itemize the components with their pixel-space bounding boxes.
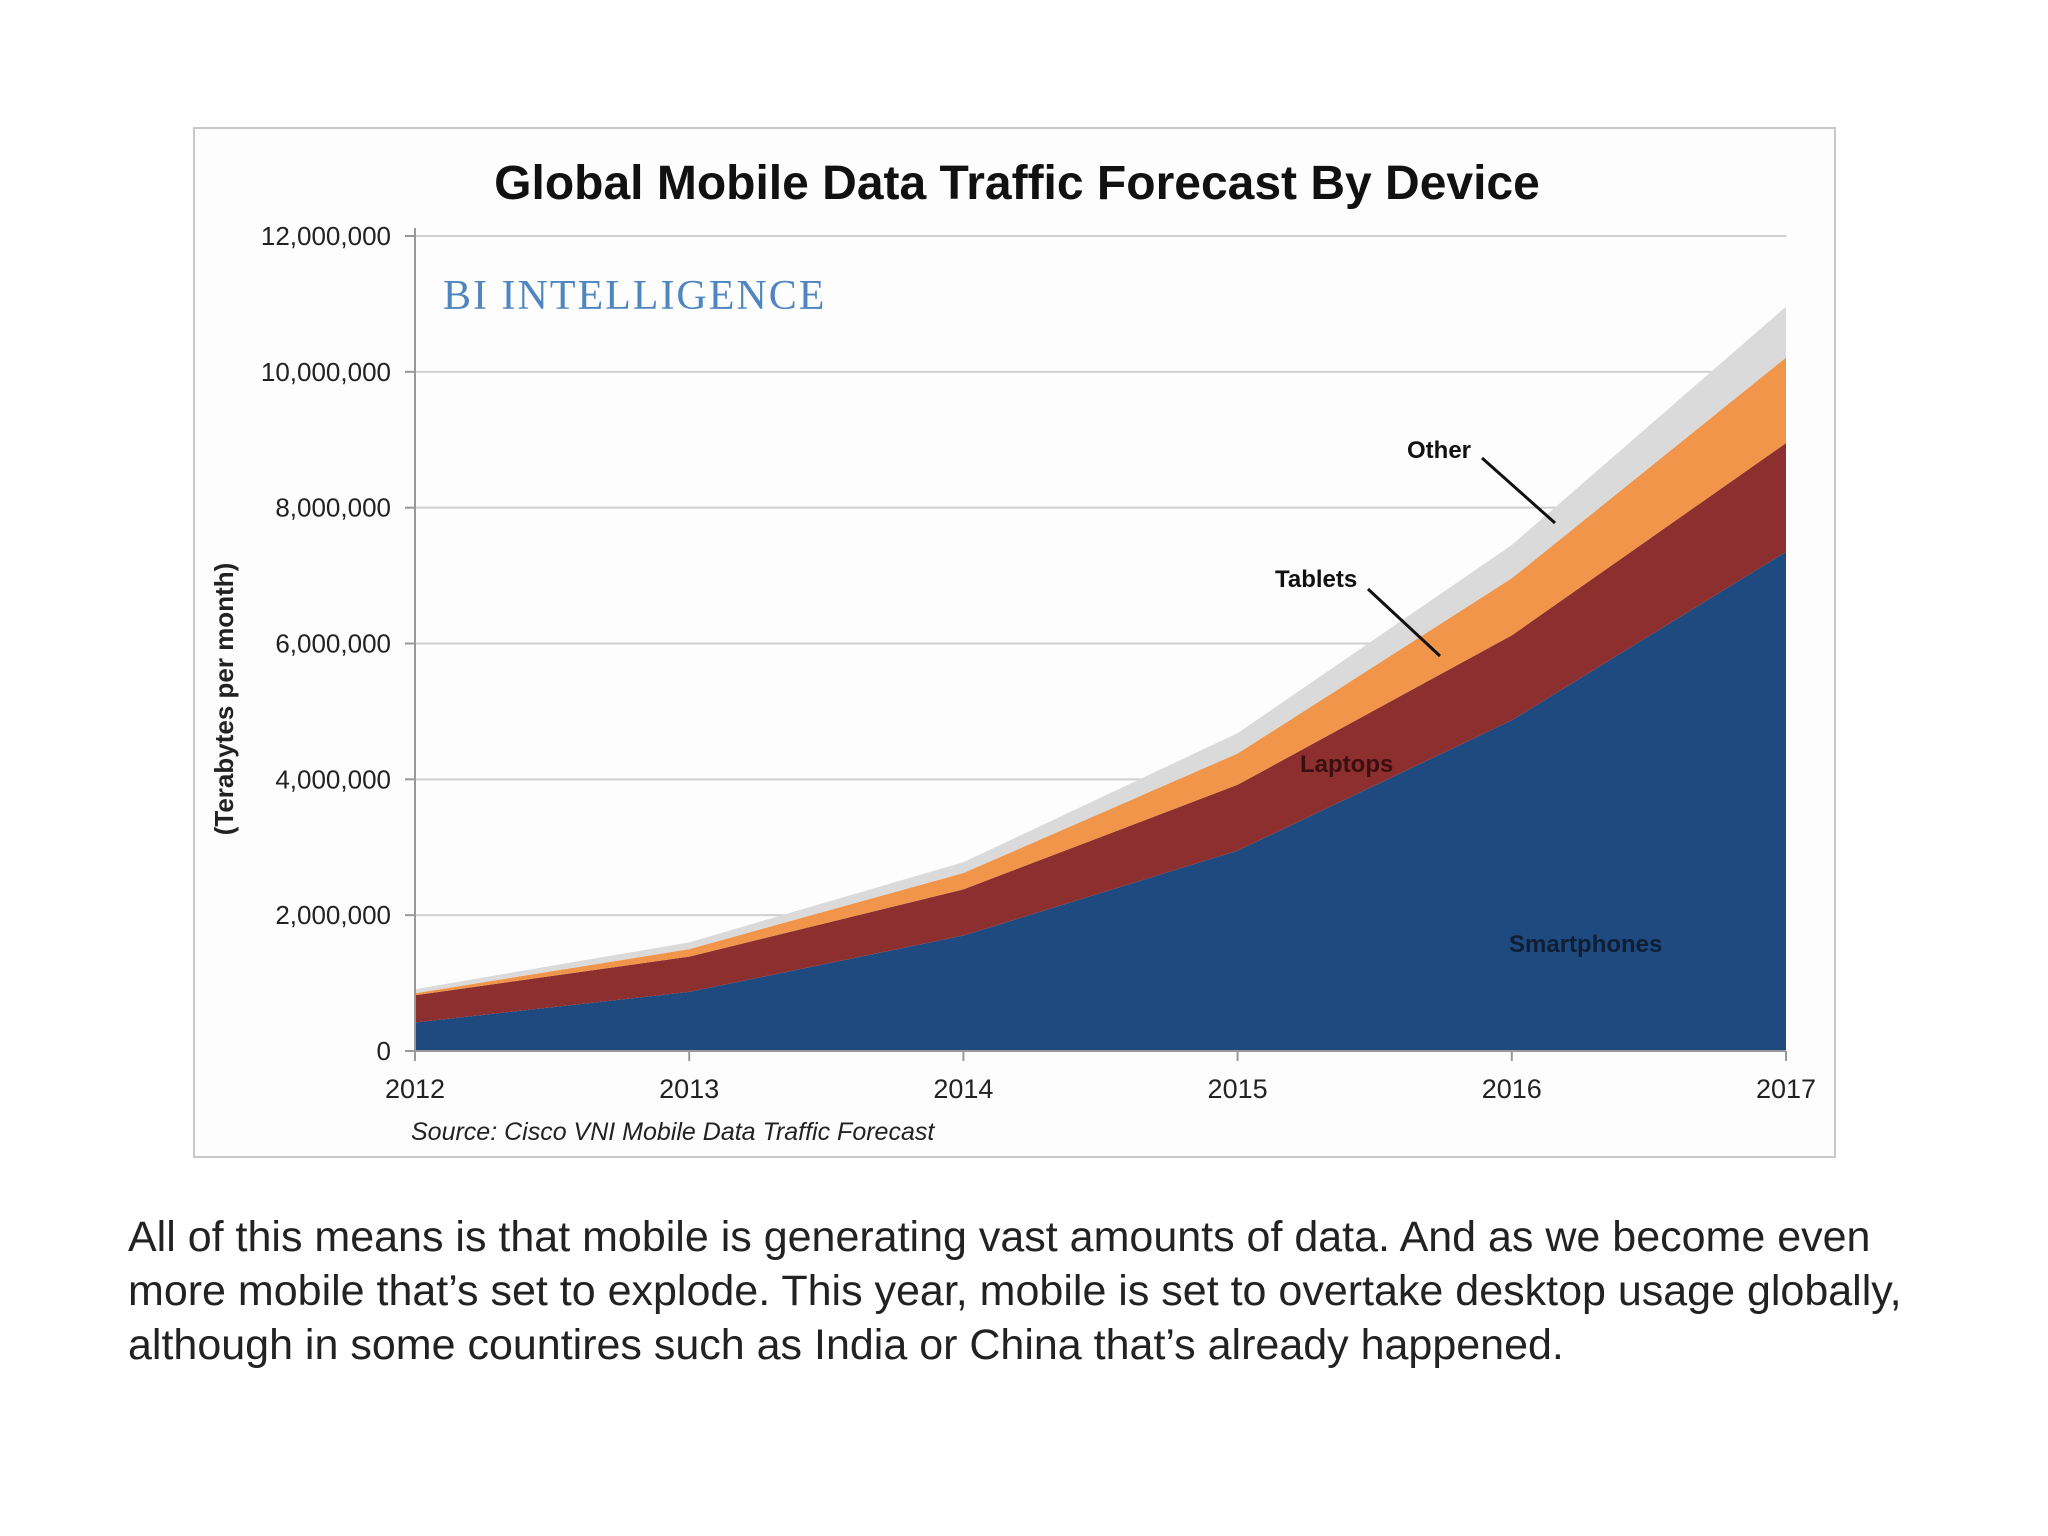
y-tick-label: 2,000,000	[275, 900, 391, 930]
y-tick-label: 10,000,000	[261, 357, 391, 387]
y-tick-label: 8,000,000	[275, 493, 391, 523]
chart-frame: Global Mobile Data Traffic Forecast By D…	[193, 127, 1836, 1158]
label-tablets: Tablets	[1275, 566, 1357, 593]
area-series	[415, 306, 1786, 1051]
x-tick-label: 2015	[1208, 1074, 1268, 1104]
axes: 0 2,000,000 4,000,000 6,000,000 8,000,000 10,…	[261, 221, 1816, 1104]
y-tick-label: 12,000,000	[261, 221, 391, 251]
x-tick-label: 2012	[385, 1074, 445, 1104]
x-tick-label: 2017	[1756, 1074, 1816, 1104]
label-laptops: Laptops	[1300, 751, 1393, 778]
y-tick-label: 6,000,000	[275, 629, 391, 659]
label-smartphones: Smartphones	[1509, 931, 1662, 958]
y-axis-label: (Terabytes per month)	[209, 563, 239, 836]
source-note: Source: Cisco VNI Mobile Data Traffic Fo…	[411, 1118, 935, 1146]
y-tick-label: 4,000,000	[275, 764, 391, 794]
slide-caption: All of this means is that mobile is gene…	[128, 1213, 1902, 1369]
chart-title: Global Mobile Data Traffic Forecast By D…	[494, 157, 1540, 210]
area-chart: Global Mobile Data Traffic Forecast By D…	[209, 157, 1816, 1146]
x-tick-label: 2016	[1482, 1074, 1542, 1104]
x-tick-label: 2014	[933, 1074, 993, 1104]
label-other: Other	[1407, 437, 1471, 464]
watermark-logo: BI INTELLIGENCE	[443, 273, 826, 319]
x-tick-label: 2013	[659, 1074, 719, 1104]
other-leader-line	[1481, 456, 1556, 525]
area-smartphones	[415, 551, 1786, 1051]
tablets-leader-line	[1366, 587, 1442, 658]
y-tick-label: 0	[377, 1036, 391, 1066]
